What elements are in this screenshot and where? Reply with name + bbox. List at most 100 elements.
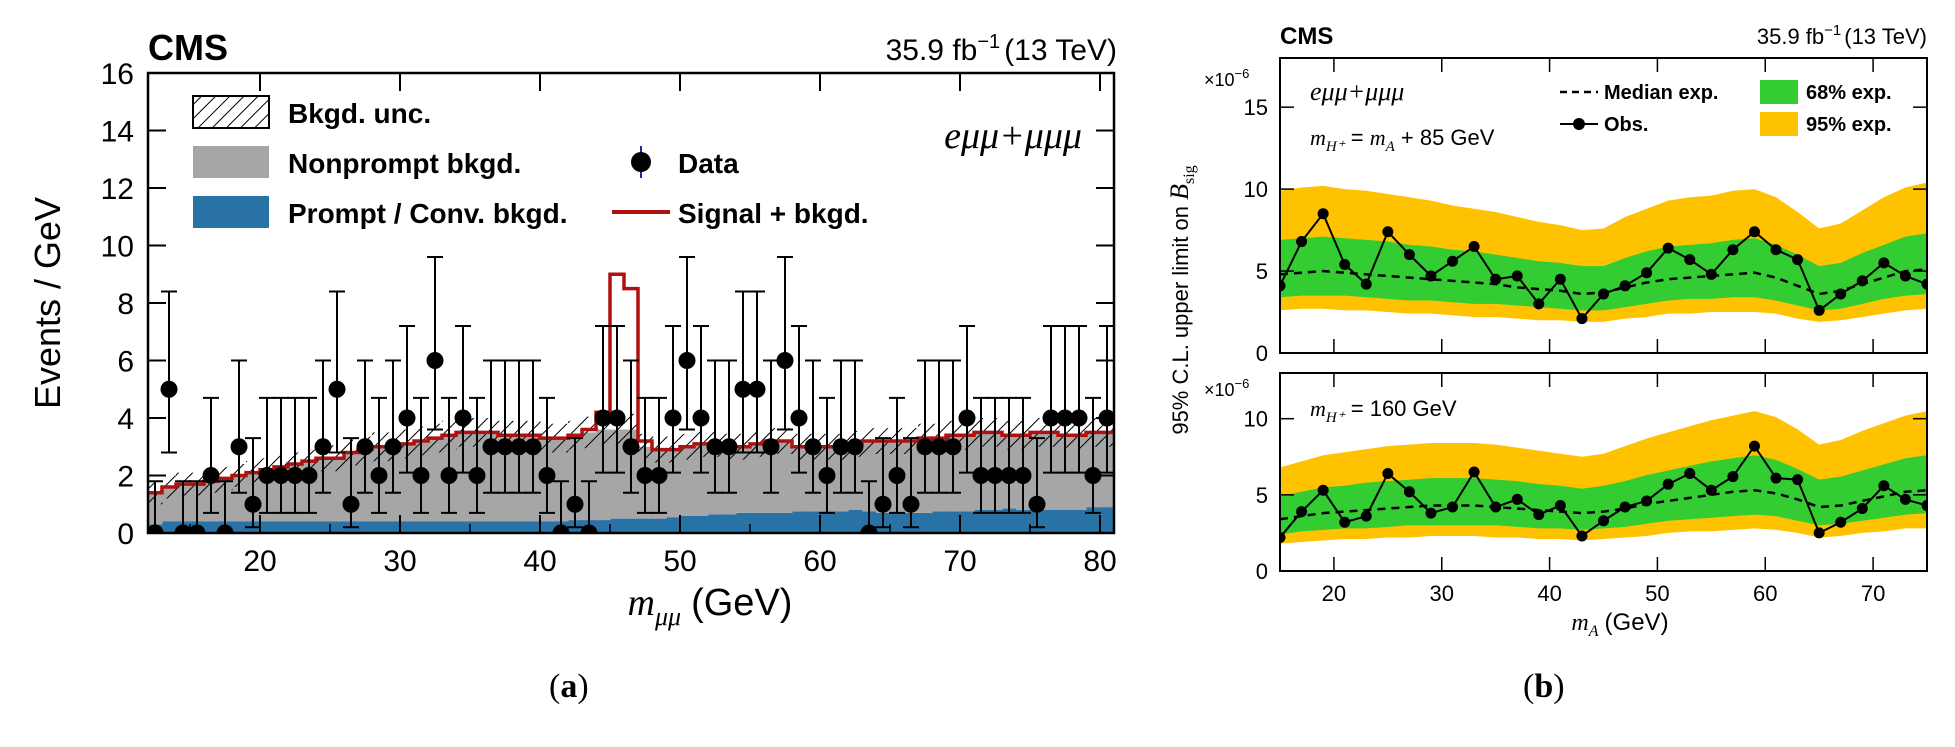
prompt-bar [890,512,905,533]
panel-a: CMS 35.9 fb−1 (13 TeV) 20 30 40 50 60 70 80 0 2 4… [27,27,1117,631]
observed-point [1748,226,1760,238]
data-point [342,495,360,513]
uncertainty-box [582,416,597,449]
observed-point [1856,503,1868,515]
prompt-bar [624,518,639,533]
y-tick-label: 8 [117,288,134,321]
band-68-top [1280,233,1927,311]
observed-point [1576,313,1588,325]
x-tick-label: 20 [243,545,276,578]
prompt-bar [540,521,555,533]
nonprompt-bar [610,429,625,519]
legend-a: Bkgd. unc. Nonprompt bkgd. Prompt / Conv… [192,95,869,229]
prompt-bar [708,514,723,533]
legend-label-median: Median exp. [1604,82,1718,104]
prompt-bar [204,521,219,533]
prompt-bar [428,521,443,533]
data-point [454,409,472,427]
legend-swatch-95 [1760,112,1798,136]
x-tick-label: 80 [1083,545,1116,578]
y-tick-label: 10 [1244,407,1268,432]
subpanel-bottom: 0 5 10 20 30 40 50 60 70 ×10−6 mH⁺ = 160 GeV [1204,372,1928,606]
observed-point [1705,484,1717,496]
nonprompt-bar [428,438,443,522]
prompt-bar [260,521,275,533]
signal-plus-bkgd-line [148,272,1114,495]
legend-swatch-nonprompt [193,146,269,178]
prompt-bar [722,514,737,533]
prompt-bar [288,521,303,533]
caption-a: (a) [549,668,589,705]
data-point [860,524,878,533]
prompt-bar [820,511,835,533]
data-point [440,467,458,484]
y-tick-label: 14 [101,116,134,149]
observed-point [1360,510,1372,522]
data-point [720,438,738,456]
data-point [426,352,444,369]
data-point [496,438,514,456]
prompt-bar [512,521,527,533]
data-point [412,467,430,484]
prompt-bar [484,521,499,533]
multiplier-bottom: ×10−6 [1204,376,1249,400]
legend-label-signal: Signal + bkgd. [678,198,869,229]
data-point [188,524,206,533]
data-point [202,467,220,484]
y-tick-label: 16 [101,58,134,91]
data-point [398,409,416,427]
observed-point [1425,270,1437,282]
observed-point [1878,257,1890,269]
data-point [804,438,822,456]
data-point [216,524,234,533]
data-point [356,438,374,456]
observed-point [1748,440,1760,452]
data-point [972,467,990,484]
prompt-bar [470,521,485,533]
prompt-bar [750,512,765,533]
data-point [818,467,836,484]
lumi-label: 35.9 fb−1 (13 TeV) [886,31,1117,67]
data-point [482,438,500,456]
y-tick-label: 15 [1244,95,1268,120]
data-point [846,438,864,456]
data-point [230,438,248,456]
experiment-label-b: CMS [1280,23,1333,50]
x-tick-label: 70 [943,545,976,578]
data-point [748,380,766,398]
plot-frame-b-top [1279,57,1928,354]
legend-swatch-68 [1760,80,1798,104]
observed-point [1280,531,1286,543]
y-axis-ticks-a: 0 2 4 6 8 10 12 14 16 [101,58,1114,551]
observed-point [1598,288,1609,300]
y-tick-label: 6 [117,346,134,379]
y-tick-label: 10 [101,231,134,264]
prompt-bar [652,518,667,533]
observed-point [1921,278,1927,290]
y-tick-label: 10 [1244,177,1268,202]
data-point [874,495,892,513]
data-point [706,438,724,456]
data-point [958,409,976,427]
legend-label-bkgd-unc: Bkgd. unc. [288,98,431,129]
lumi-label-b: 35.9 fb−1 (13 TeV) [1757,22,1927,49]
data-point [916,438,934,456]
nonprompt-bar [680,446,695,516]
prompt-bar [764,512,779,533]
prompt-bar [302,521,317,533]
nonprompt-bar [736,446,751,513]
observed-point [1813,304,1825,316]
data-point [734,380,752,398]
prompt-bar [960,511,975,533]
data-point [762,438,780,456]
data-point [594,409,612,427]
x-tick-label: 70 [1861,581,1885,606]
plot-frame-b-bottom [1279,372,1928,572]
nonprompt-bar [596,429,611,521]
data-point [636,467,654,484]
legend-label-95: 95% exp. [1806,114,1892,136]
y-axis-ticks-b-top: 0 5 10 15 [1244,95,1927,366]
prompt-bar [1072,510,1087,533]
nonprompt-bar [330,458,345,522]
y-tick-label: 12 [101,173,134,206]
